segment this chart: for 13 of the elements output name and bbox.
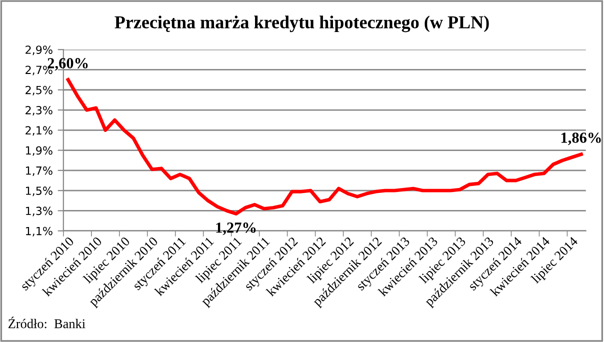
y-tick-label: 1,5% [26, 186, 52, 196]
y-tick-label: 1,1% [26, 226, 52, 236]
y-tick-label: 1,9% [26, 146, 52, 156]
text: Źródło: Banki [8, 316, 86, 328]
y-tick-label: 1,3% [26, 206, 52, 216]
data-label: 1,86% [561, 132, 601, 146]
y-tick-label: 2,1% [26, 126, 52, 136]
y-tick-label: 2,5% [26, 86, 52, 96]
y-tick-label: 1,7% [26, 166, 52, 176]
y-tick-label: 2,3% [26, 106, 52, 116]
y-tick-label: 2,9% [26, 46, 52, 56]
chart-title: Przeciętna marża kredytu hipotecznego (w PLN) [114, 16, 489, 32]
data-label: 1,27% [216, 222, 256, 236]
